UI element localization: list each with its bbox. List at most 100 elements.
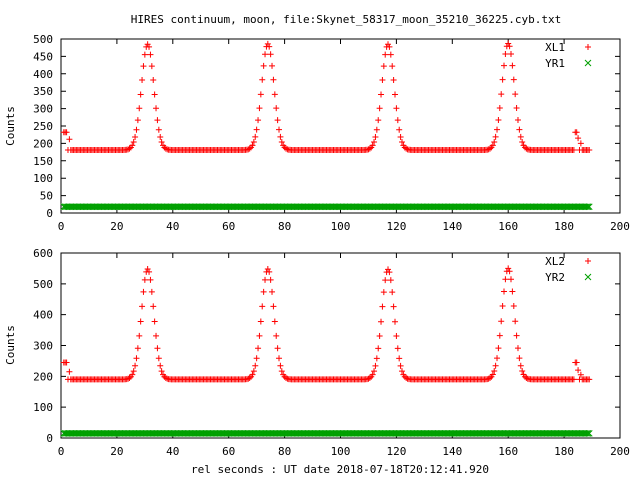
x-tick-label: 160 <box>498 220 518 233</box>
data-point <box>396 355 403 362</box>
data-point <box>257 91 264 98</box>
x-tick-label: 180 <box>554 445 574 458</box>
data-point <box>516 126 523 133</box>
x-tick-label: 80 <box>278 220 291 233</box>
data-point <box>273 105 280 112</box>
data-point <box>380 63 387 70</box>
data-point <box>512 91 519 98</box>
data-point <box>141 51 148 58</box>
data-point <box>501 288 508 295</box>
data-point <box>373 355 380 362</box>
data-point <box>264 40 271 47</box>
data-point <box>506 268 513 275</box>
data-point <box>389 289 396 296</box>
plot-frame <box>60 38 621 214</box>
y-tick-label: 300 <box>33 340 53 353</box>
data-point <box>253 126 260 133</box>
x-tick-label: 100 <box>331 445 351 458</box>
data-point <box>514 116 521 123</box>
data-point <box>153 332 160 339</box>
legend-marker <box>585 44 591 50</box>
y-tick-label: 100 <box>33 172 53 185</box>
data-point <box>155 126 162 133</box>
x-tick-label: 40 <box>166 445 179 458</box>
data-point <box>385 41 392 48</box>
data-point <box>154 345 161 352</box>
data-point <box>577 371 584 378</box>
data-point <box>129 371 136 378</box>
data-point <box>498 91 505 98</box>
x-axis-label: rel seconds : UT date 2018-07-18T20:12:4… <box>191 463 489 476</box>
data-point <box>255 345 262 352</box>
data-point <box>154 117 161 124</box>
data-point <box>510 302 517 309</box>
data-point <box>577 140 584 147</box>
y-tick-label: 500 <box>33 33 53 46</box>
data-point <box>260 62 267 69</box>
data-point <box>277 362 284 369</box>
x-tick-label: 100 <box>331 220 351 233</box>
data-point <box>136 105 143 112</box>
data-point <box>380 289 387 296</box>
data-point <box>573 129 580 136</box>
data-point <box>398 368 405 375</box>
data-point <box>513 332 520 339</box>
data-point <box>392 318 399 325</box>
y-tick-label: 100 <box>33 401 53 414</box>
data-point <box>274 117 281 124</box>
series-xl2 <box>60 265 593 383</box>
data-point <box>376 105 383 112</box>
data-point <box>369 371 376 378</box>
data-point <box>499 302 506 309</box>
data-point <box>252 362 259 369</box>
data-point <box>63 359 70 366</box>
x-tick-label: 0 <box>58 445 65 458</box>
data-point <box>403 375 410 382</box>
data-point <box>586 376 593 383</box>
data-point <box>132 362 139 369</box>
data-point <box>257 318 264 325</box>
data-point <box>376 332 383 339</box>
data-point <box>492 133 499 140</box>
data-point <box>150 77 157 84</box>
series-yr1 <box>60 203 593 211</box>
data-point <box>371 368 378 375</box>
data-point <box>366 375 373 382</box>
data-point <box>157 133 164 140</box>
data-point <box>398 139 405 146</box>
data-point <box>260 288 267 295</box>
data-point <box>372 133 379 140</box>
data-point <box>372 362 379 369</box>
data-point <box>385 266 392 273</box>
data-point <box>147 276 154 283</box>
data-point <box>264 266 271 273</box>
data-point <box>570 147 577 154</box>
data-point <box>514 345 521 352</box>
data-point <box>371 139 378 146</box>
y-tick-label: 350 <box>33 85 53 98</box>
series-yr2 <box>60 430 593 437</box>
data-point <box>496 104 503 111</box>
data-point <box>262 51 269 58</box>
bottom-panel: 0 20 40 60 80 100 120 140 160 180 200 0 100 200 300 400… <box>4 247 630 458</box>
data-point <box>129 142 136 149</box>
data-point <box>375 117 382 124</box>
data-point <box>499 76 506 83</box>
data-point <box>575 367 582 374</box>
x-tick-label: 60 <box>222 445 235 458</box>
data-point <box>492 362 499 369</box>
data-point <box>375 345 382 352</box>
data-point <box>382 277 389 284</box>
data-point <box>259 76 266 83</box>
data-point <box>282 145 289 152</box>
legend-label: YR2 <box>545 271 565 284</box>
y-tick-label: 150 <box>33 155 53 168</box>
data-point <box>133 355 140 362</box>
data-point <box>495 345 502 352</box>
x-tick-label: 60 <box>222 220 235 233</box>
data-point <box>513 104 520 111</box>
data-point <box>158 139 165 146</box>
data-point <box>507 276 514 283</box>
data-point <box>386 269 393 276</box>
y-axis-label: Counts <box>4 106 17 146</box>
